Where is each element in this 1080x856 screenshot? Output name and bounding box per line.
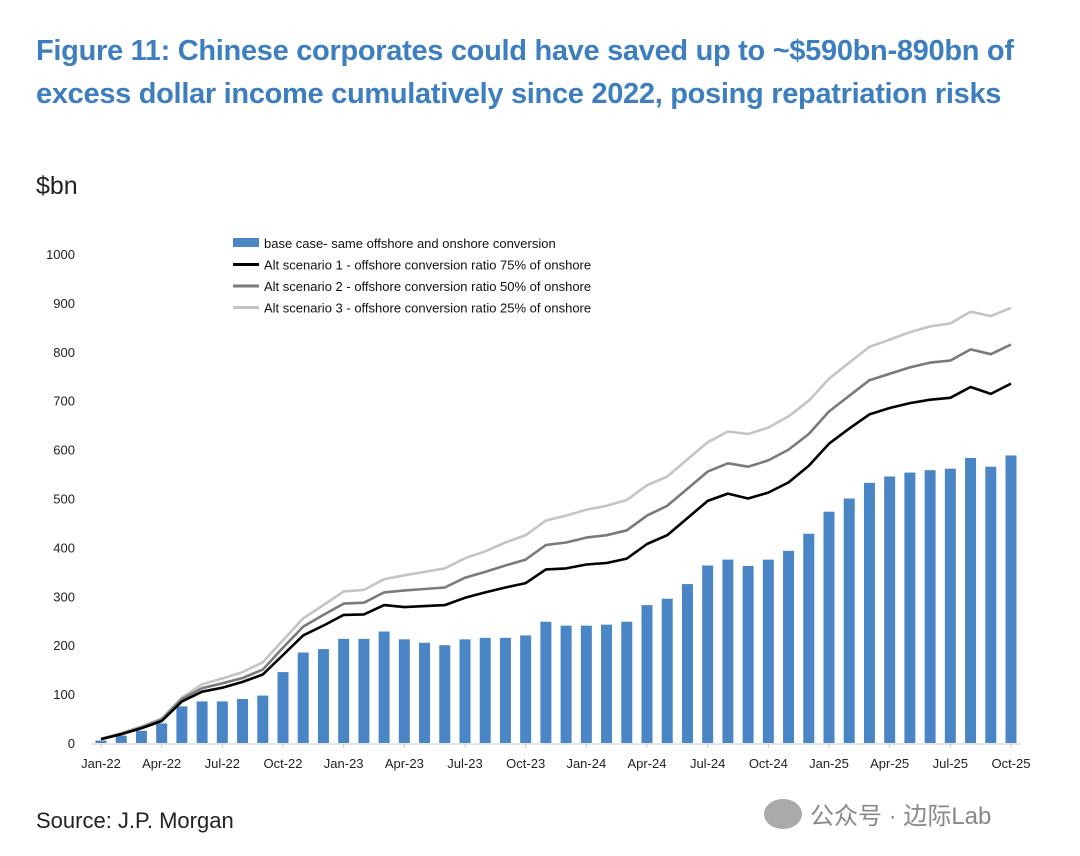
bar-base-case — [843, 498, 855, 743]
bar-base-case — [338, 638, 350, 743]
bar-base-case — [621, 621, 633, 743]
bar-base-case — [135, 730, 147, 743]
chart-title: Figure 11: Chinese corporates could have… — [36, 35, 1014, 110]
bar-base-case — [176, 706, 188, 743]
bar-base-case — [479, 637, 491, 743]
legend-label: Alt scenario 3 - offshore conversion rat… — [264, 301, 591, 316]
bar-base-case — [601, 624, 613, 743]
line-alt-scenario-3 — [100, 306, 1012, 740]
x-tick-label: Jan-25 — [809, 756, 849, 771]
bar-base-case — [762, 559, 774, 743]
bar-base-case — [520, 635, 532, 743]
legend-label: base case- same offshore and onshore con… — [264, 236, 556, 251]
x-tick-label: Apr-22 — [142, 756, 181, 771]
bar-base-case — [965, 457, 977, 743]
x-tick-label: Apr-23 — [385, 756, 424, 771]
bar-base-case — [540, 621, 552, 743]
bar-base-case — [297, 652, 309, 743]
x-tick-label: Jan-22 — [81, 756, 121, 771]
bar-base-case — [277, 672, 289, 743]
bar-base-case — [884, 476, 896, 743]
x-tick-label: Oct-25 — [991, 756, 1030, 771]
line-alt-scenario-1 — [100, 382, 1012, 741]
y-tick-label: 500 — [53, 492, 75, 507]
bar-base-case — [459, 639, 471, 743]
y-tick-label: 300 — [53, 589, 75, 604]
legend-swatch-bar — [233, 238, 259, 247]
bar-base-case — [783, 550, 795, 743]
y-tick-label: 0 — [68, 736, 75, 751]
x-tick-label: Oct-23 — [506, 756, 545, 771]
watermark-text: 公众号 · 边际Lab — [810, 803, 992, 830]
source-note: Source: J.P. Morgan — [36, 808, 234, 833]
wechat-logo-icon — [764, 798, 802, 829]
bar-base-case — [924, 470, 936, 743]
bar-base-case — [803, 533, 815, 743]
y-tick-label: 200 — [53, 638, 75, 653]
bar-base-case — [641, 605, 653, 743]
bar-base-case — [742, 565, 754, 743]
x-tick-label: Jul-24 — [690, 756, 725, 771]
bar-base-case — [722, 559, 734, 743]
x-tick-label: Jul-25 — [933, 756, 968, 771]
x-tick-label: Jul-23 — [447, 756, 482, 771]
bar-base-case — [904, 472, 916, 743]
y-tick-label: 100 — [53, 687, 75, 702]
x-tick-label: Jan-23 — [324, 756, 364, 771]
bar-base-case — [216, 701, 228, 743]
legend-label: Alt scenario 2 - offshore conversion rat… — [264, 279, 591, 294]
bar-base-case — [681, 584, 693, 743]
y-tick-label: 1000 — [46, 247, 75, 262]
x-tick-label: Apr-24 — [627, 756, 666, 771]
bar-base-case — [863, 482, 875, 743]
bar-base-case — [95, 740, 107, 743]
bar-base-case — [661, 598, 673, 743]
bar-base-case — [398, 639, 410, 743]
legend-label: Alt scenario 1 - offshore conversion rat… — [264, 258, 591, 273]
bar-base-case — [115, 735, 127, 743]
x-tick-label: Apr-25 — [870, 756, 909, 771]
bar-base-case — [1005, 455, 1017, 743]
x-tick-label: Jan-24 — [566, 756, 606, 771]
x-tick-label: Oct-22 — [263, 756, 302, 771]
bar-base-case — [196, 701, 208, 743]
bar-base-case — [358, 638, 370, 743]
bar-base-case — [823, 511, 835, 743]
bar-base-case — [560, 625, 572, 743]
bar-base-case — [944, 468, 956, 743]
y-tick-label: 700 — [53, 394, 75, 409]
bar-base-case — [985, 466, 997, 743]
y-tick-label: 900 — [53, 296, 75, 311]
line-alt-scenario-2 — [100, 343, 1012, 741]
bar-base-case — [439, 645, 451, 743]
watermark: 公众号 · 边际Lab — [764, 796, 991, 831]
y-tick-label: 400 — [53, 540, 75, 555]
bar-base-case — [317, 649, 329, 743]
x-tick-label: Oct-24 — [749, 756, 788, 771]
y-unit-label: $bn — [36, 172, 78, 200]
y-tick-label: 800 — [53, 345, 75, 360]
bar-base-case — [702, 565, 714, 743]
bar-base-case — [419, 642, 431, 743]
bar-base-case — [237, 698, 249, 743]
bar-base-case — [580, 625, 592, 743]
x-tick-label: Jul-22 — [205, 756, 240, 771]
bar-base-case — [156, 723, 168, 743]
bar-base-case — [499, 637, 511, 743]
y-tick-label: 600 — [53, 443, 75, 458]
bar-base-case — [257, 695, 269, 743]
bar-base-case — [378, 631, 390, 743]
